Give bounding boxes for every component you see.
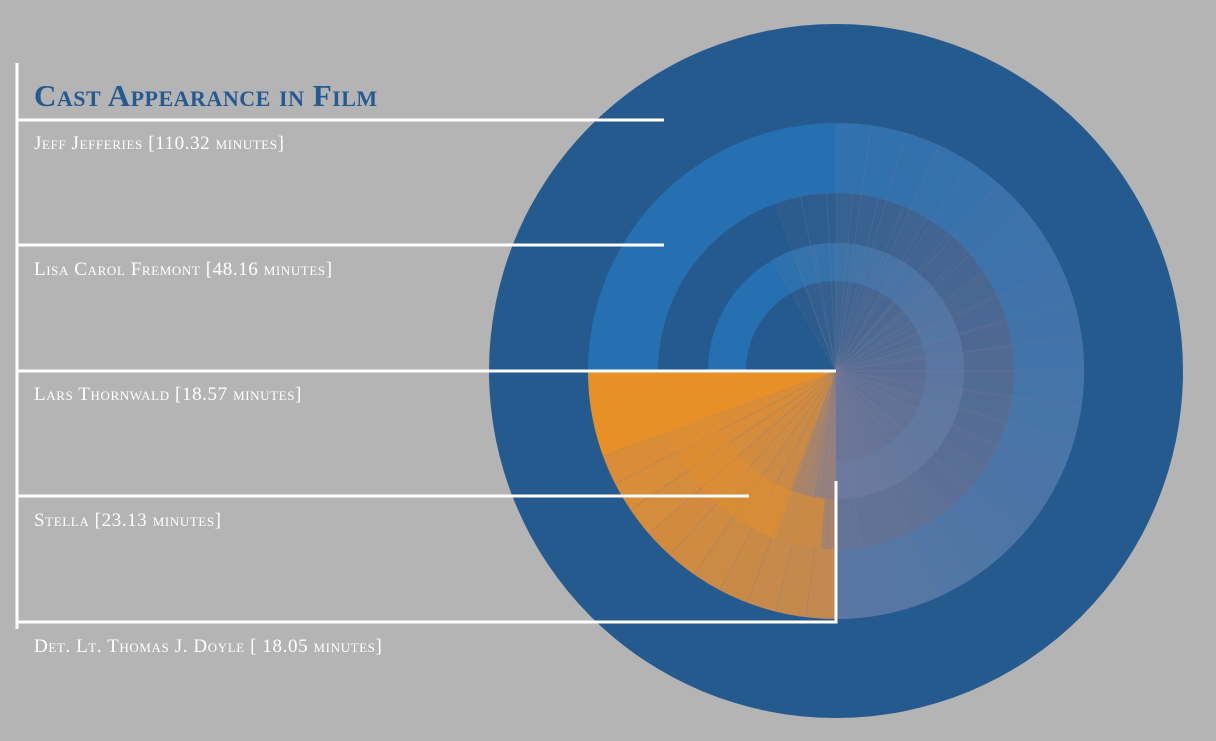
- fan-inner-segment: [835, 288, 948, 372]
- fan-mid-segment: [835, 205, 928, 372]
- fan-inner-segment: [835, 326, 963, 372]
- fan-outer-segment: [835, 161, 999, 372]
- fan-orange-inner-segment: [685, 439, 741, 489]
- fan-orange-inner-segment: [663, 403, 720, 444]
- fan-outer-segment: [835, 370, 1046, 534]
- fan-outer-segment: [835, 300, 1082, 372]
- fan-inner-segment: [835, 259, 919, 372]
- fan-outer-segment: [835, 370, 1085, 407]
- fan-inner-segment: [835, 370, 965, 394]
- chart-title: Cast Appearance in Film: [34, 78, 378, 113]
- fan-outer-segment: [835, 183, 1024, 372]
- fan-inner-segment: [835, 370, 957, 436]
- fan-lower-segment: [669, 370, 837, 575]
- fan-mid-segment: [835, 197, 904, 372]
- fan-inner-segment: [835, 370, 963, 416]
- fan-inner-segment: [813, 242, 837, 372]
- connector-doyle: [17, 481, 838, 624]
- fan-inner-segment: [791, 244, 837, 372]
- legend-label-lisa: Lisa Carol Fremont [48.16 minutes]: [34, 259, 333, 280]
- fan-inner-segment: [835, 242, 859, 372]
- fan-outer-segment: [835, 370, 999, 581]
- fan-mid-segment: [835, 318, 1013, 372]
- fan-outer-segment: [835, 236, 1062, 372]
- fan-inner-segment: [835, 250, 901, 372]
- fan-outer-segment: [835, 125, 907, 372]
- fan-mid-segment: [835, 370, 985, 492]
- fan-mid-segment: [835, 344, 1015, 372]
- fan-lower-segment: [648, 370, 837, 556]
- fan-outer-segment: [835, 370, 1024, 559]
- fan-mid-segment: [800, 192, 837, 372]
- fan-outer-segment: [835, 208, 1046, 372]
- fan-inner-segment: [835, 370, 881, 498]
- legend-label-lars: Lars Thornwald [18.57 minutes]: [34, 384, 302, 405]
- fan-outer-segment: [835, 122, 872, 372]
- fan-orange-inner-segment: [743, 480, 788, 536]
- fan-mid-segment: [835, 294, 1007, 372]
- fan-outer-segment: [835, 370, 971, 597]
- legend-label-doyle: Det. Lt. Thomas J. Doyle [ 18.05 minutes…: [34, 636, 383, 657]
- fan-mid-segment: [835, 370, 998, 471]
- fan-mid-segment: [835, 370, 904, 545]
- fan-mid-segment: [835, 370, 949, 525]
- fan-outer-segment: [835, 370, 907, 617]
- fan-inner-segment: [771, 250, 837, 372]
- fan-outer-segment: [835, 370, 1082, 442]
- fan-outer-segment: [835, 267, 1075, 372]
- legend-label-jeff: Jeff Jefferies [110.32 minutes]: [34, 133, 285, 154]
- fan-mid-segment: [835, 370, 969, 510]
- fan-mid-segment: [835, 370, 928, 537]
- fan-outer-segment: [835, 370, 1075, 475]
- fan-mid-segment: [835, 217, 949, 372]
- fan-inner-segment: [835, 306, 957, 372]
- fan-lower-segment: [602, 370, 837, 484]
- fan-outer-segment: [835, 335, 1085, 372]
- fan-mid-segment: [835, 370, 879, 549]
- fan-mid-segment: [835, 193, 879, 372]
- fan-inner-segment: [835, 370, 935, 470]
- fan-outer-segment: [835, 132, 940, 372]
- fan-mid-segment: [835, 250, 985, 372]
- fan-inner-segment: [835, 370, 948, 454]
- fan-inner-segment: [835, 348, 965, 372]
- fan-orange-inner-segment: [672, 422, 729, 468]
- fan-mid-segment: [835, 370, 1013, 424]
- fan-lower-segment: [629, 370, 837, 535]
- fan-outer-segment: [835, 370, 1062, 506]
- fan-mid-segment: [835, 370, 1015, 398]
- fan-inner-segment: [835, 244, 881, 372]
- fan-orange-inner-segment: [701, 454, 755, 508]
- fan-mid-segment: [835, 370, 1007, 448]
- legend-label-stella: Stella [23.13 minutes]: [34, 510, 222, 531]
- fan-lower-segment: [719, 370, 837, 603]
- fan-mid-segment: [774, 196, 837, 372]
- fan-mid-segment: [826, 192, 854, 372]
- fan-lower-segment: [693, 370, 837, 591]
- fan-inner-segment: [835, 370, 901, 492]
- fan-inner-segment: [835, 370, 919, 483]
- fan-lower-segment: [775, 370, 837, 618]
- fan-outer-segment: [835, 370, 940, 610]
- fan-mid-segment: [835, 232, 969, 372]
- fan-mid-segment: [835, 271, 998, 372]
- fan-orange-inner-segment: [767, 488, 806, 545]
- fan-mid-segment: [826, 370, 854, 550]
- fan-outer-segment: [835, 145, 971, 372]
- fan-inner-segment: [835, 272, 935, 372]
